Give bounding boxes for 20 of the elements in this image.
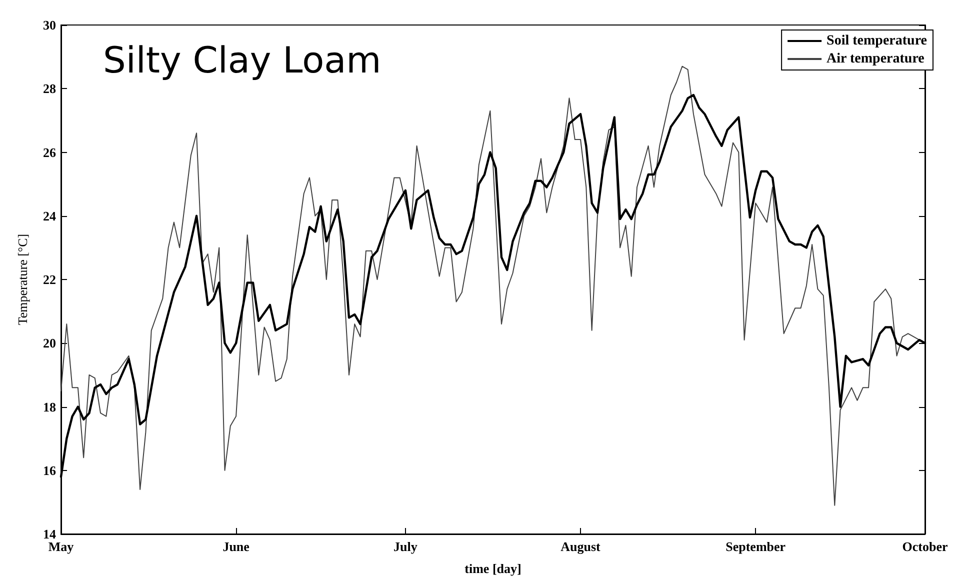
y-tick-label: 18 — [43, 399, 56, 414]
chart-title: Silty Clay Loam — [103, 40, 382, 82]
x-axis-title: time [day] — [464, 561, 522, 576]
x-tick-label: May — [48, 539, 74, 554]
y-tick-label: 30 — [43, 18, 56, 32]
y-tick-label: 22 — [43, 272, 56, 287]
x-tick-label: June — [222, 539, 250, 554]
y-tick-label: 16 — [43, 462, 56, 478]
legend-label: Air temperature — [826, 52, 924, 66]
y-axis-title: Temperature [°C] — [15, 234, 30, 326]
y-tick-label: 14 — [43, 526, 56, 542]
y-tick-label: 24 — [43, 208, 56, 224]
y-tick-label: 20 — [43, 336, 56, 351]
x-tick-label: August — [560, 539, 602, 554]
legend-label: Soil temperature — [826, 34, 928, 48]
x-tick-label: October — [902, 539, 948, 554]
x-tick-label: July — [394, 539, 418, 554]
x-tick-label: September — [726, 539, 786, 554]
y-tick-label: 28 — [43, 81, 56, 96]
y-tick-label: 26 — [43, 144, 56, 160]
